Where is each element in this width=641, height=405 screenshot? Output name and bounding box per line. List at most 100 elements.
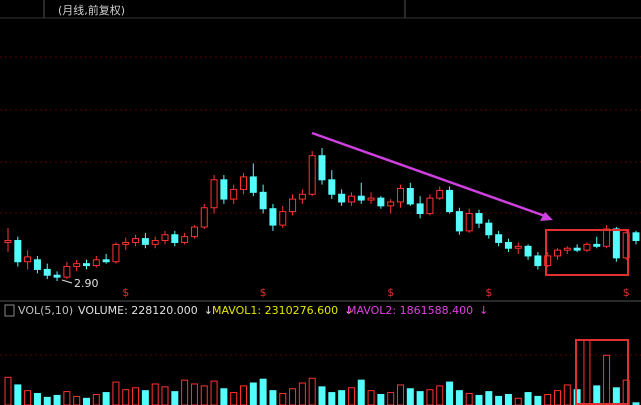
candle-body	[406, 187, 414, 205]
volume-bar	[259, 378, 267, 405]
event-marker: $	[485, 286, 492, 299]
candle-body	[357, 195, 365, 201]
candle-body	[328, 179, 336, 195]
candle-body	[14, 240, 22, 263]
volume-bar	[308, 377, 316, 405]
candle-body	[573, 247, 581, 251]
candle-body	[230, 188, 238, 200]
volume-bar	[426, 389, 434, 405]
volume-bar	[357, 379, 365, 405]
volume-bar	[132, 387, 140, 405]
candle-body	[240, 176, 247, 190]
volume-bar	[73, 395, 81, 405]
volume-bar	[63, 391, 71, 405]
volume-bar	[603, 354, 611, 405]
candle-body	[289, 198, 297, 213]
low-label: 2.90	[74, 277, 99, 290]
candle-body	[426, 197, 434, 215]
candle-body	[200, 207, 208, 228]
candle-body	[554, 249, 561, 257]
candle-body	[92, 259, 100, 267]
volume-bar	[200, 385, 208, 405]
volume-bar	[269, 390, 277, 405]
candle-body	[622, 232, 630, 259]
candle-body	[249, 176, 257, 193]
candle-body	[495, 234, 503, 243]
volume-bar	[514, 397, 522, 405]
candle-body	[632, 232, 640, 242]
volume-bar	[33, 393, 41, 405]
candle-body	[514, 245, 522, 249]
candle-body	[83, 263, 90, 267]
candle-body	[534, 255, 542, 267]
candle-body	[583, 243, 591, 251]
volume-bar	[495, 395, 503, 405]
volume-bar	[230, 392, 238, 405]
candle-body	[43, 268, 51, 276]
volume-bar	[347, 387, 355, 405]
candle-body	[279, 211, 287, 226]
readout-arrow: ↓	[479, 304, 488, 317]
event-marker: $	[387, 286, 394, 299]
candle-body	[53, 274, 61, 278]
volume-bar	[554, 390, 561, 405]
volume-bar	[83, 397, 90, 405]
volume-bar	[298, 382, 306, 405]
candle-body	[593, 243, 601, 247]
volume-bar	[416, 391, 424, 405]
grid	[0, 56, 641, 356]
volume-bar	[43, 396, 51, 405]
candle-body	[63, 266, 71, 278]
candle-body	[504, 241, 512, 249]
volume-bar	[92, 393, 100, 405]
volume-bar	[112, 381, 120, 405]
candle-body	[612, 228, 620, 259]
candle-body	[436, 189, 444, 199]
volume-bar	[338, 390, 346, 405]
candle-body	[210, 179, 218, 209]
candle-body	[563, 247, 571, 251]
volume-bar	[475, 394, 483, 405]
candle-body	[446, 189, 454, 213]
indicator-name: VOL(5,10)	[18, 304, 73, 317]
volume-bar	[279, 393, 287, 405]
candle-body	[416, 203, 424, 215]
volume-bar	[485, 391, 493, 405]
volume-bar	[406, 388, 414, 405]
trend-arrowhead	[540, 212, 553, 221]
candle-body	[33, 259, 41, 270]
candle-body	[132, 238, 140, 243]
candle-body	[377, 197, 385, 207]
volume-bar	[367, 390, 375, 405]
volume-bar	[181, 379, 189, 405]
candle-body	[73, 263, 81, 268]
candle-body	[151, 240, 159, 245]
event-marker: $	[260, 286, 267, 299]
candle-body	[259, 191, 267, 210]
volume-bar	[240, 385, 247, 405]
volume-bar	[612, 387, 620, 405]
volume-bar	[563, 384, 571, 405]
readout-arrow: ↓	[344, 304, 353, 317]
candle-body	[112, 243, 120, 263]
volume-bar	[171, 391, 179, 405]
candle-body	[347, 195, 355, 203]
volume-bar	[318, 386, 326, 405]
volume-bar	[14, 384, 22, 405]
volume-readout: MAVOL2: 1861588.400	[347, 304, 473, 317]
candle-body	[524, 245, 532, 257]
volume-bar	[4, 376, 12, 405]
candle-body	[298, 193, 306, 200]
volume-bar	[249, 382, 257, 405]
volume-bar	[122, 389, 130, 405]
highlight-box	[575, 339, 629, 405]
volume-bar	[328, 392, 336, 405]
event-marker: $	[623, 286, 630, 299]
candle-body	[161, 234, 169, 242]
candle-body	[122, 241, 130, 245]
chart-title: (月线,前复权)	[58, 3, 125, 17]
candle-body	[367, 197, 375, 201]
volume-bar	[190, 383, 198, 405]
candle-body	[24, 256, 32, 263]
